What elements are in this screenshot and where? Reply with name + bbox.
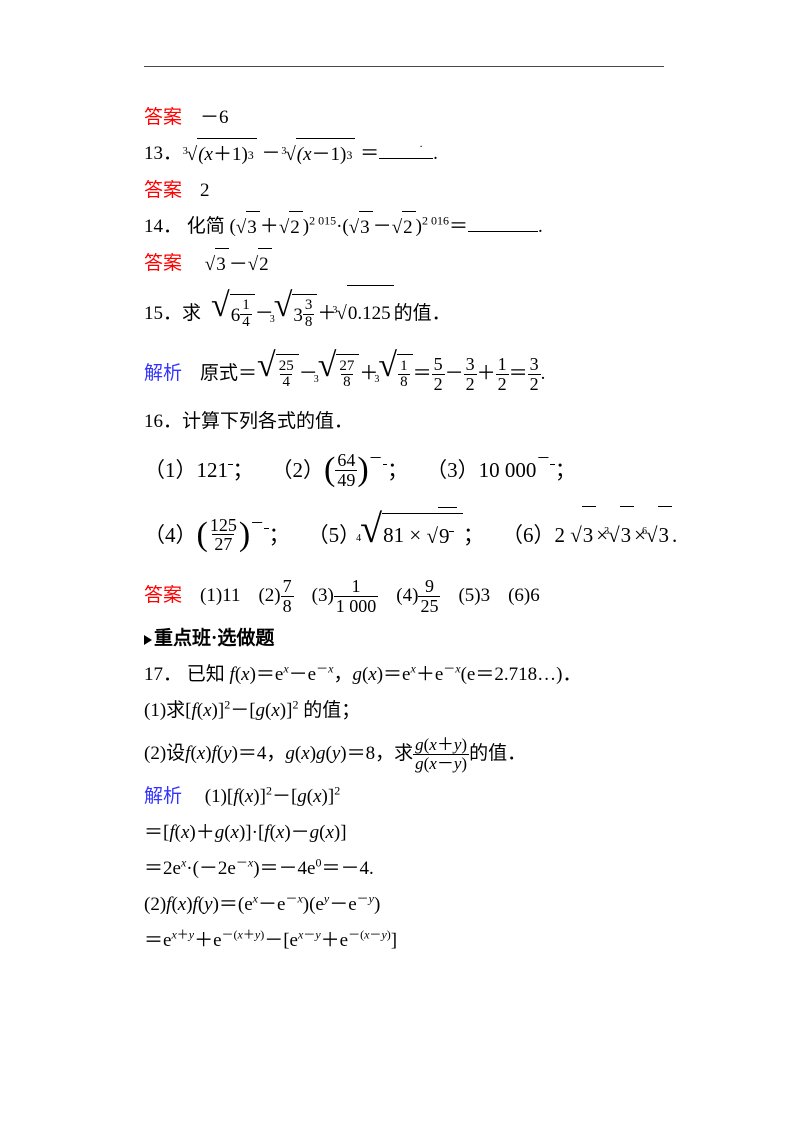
cube-root-2: 3√(x－1)3 [285,138,355,171]
content: 答案 －6 13． 3√(x＋1)3 － 3√(x－1)3 ＝. 答案2 14． … [0,64,800,957]
answer-13: 答案2 [144,175,670,207]
solution-17-line5: ＝ex＋y＋e－(x＋y)－[ex－y＋e－(x－y)] [144,925,670,957]
question-16-row2: （4）(12527) － ； （5） 4√ 81 × √9 ； （6）2 √3 … [144,506,670,563]
cube-root-1: 3√(x＋1)3 [187,138,257,171]
question-13: 13． 3√(x＋1)3 － 3√(x－1)3 ＝. [144,138,670,171]
header-rule [144,66,664,67]
solution-17-line2: ＝[f(x)＋g(x)]·[f(x)－g(x)] [144,817,670,849]
question-14: 14． 化简 (√3＋√2)2 015·(√3－√2)2 016＝. [144,211,670,244]
answer-label: 答案 [144,107,182,128]
question-17-sub2: (2)设 f(x)f(y)＝4，g(x)g(y)＝8，求 g(x＋y) g(x－… [144,731,670,777]
page: 答案 －6 13． 3√(x＋1)3 － 3√(x－1)3 ＝. 答案2 14． … [0,0,800,1132]
question-16-row1: （1）121 ； （2）(6449) － ； （3）10 000 － ； [144,442,670,498]
solution-15: 解析 原式＝ √254 － 3√278 ＋ 3√18 ＝ 52 － 32 ＋ 1… [144,346,670,402]
blank [379,141,433,159]
question-15: 15． 求 √ 614 － 3√ 338 ＋ 3√0.125 的值． [144,285,670,342]
solution-17-line4: (2)f(x)f(y)＝(ex－e－x)(ey－e－y) [144,889,670,921]
solution-17-line3: ＝2ex·(－2e－x)＝－4e0＝－4. [144,853,670,885]
answer-value: －6 [200,107,229,128]
blank [468,214,538,232]
section-heading: 重点班·选做题 [144,623,670,655]
question-16-header: 16．计算下列各式的值． [144,406,670,438]
answer-16: 答案 (1)11 (2)78 (3)11 000 (4)925 (5)3 (6)… [144,573,670,619]
question-17: 17． 已知 f(x)＝ex－e－x，g(x)＝ex＋e－x(e＝2.718…)… [144,659,670,691]
answer-14: 答案 √3－√2 [144,248,670,281]
answer-12: 答案 －6 [144,102,670,134]
solution-17-line1: 解析 (1)[f(x)]2－[g(x)]2 [144,781,670,813]
triangle-icon [144,635,152,645]
question-17-sub1: (1)求[f(x)]2－[g(x)]2 的值； [144,695,670,727]
